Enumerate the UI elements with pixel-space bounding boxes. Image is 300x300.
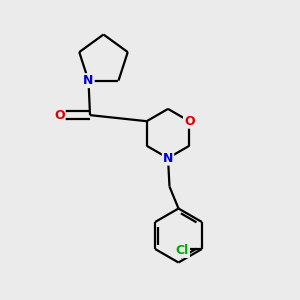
- Text: O: O: [184, 115, 195, 128]
- Text: O: O: [54, 109, 65, 122]
- Text: N: N: [83, 74, 94, 87]
- Text: Cl: Cl: [176, 244, 189, 257]
- Text: N: N: [163, 152, 173, 165]
